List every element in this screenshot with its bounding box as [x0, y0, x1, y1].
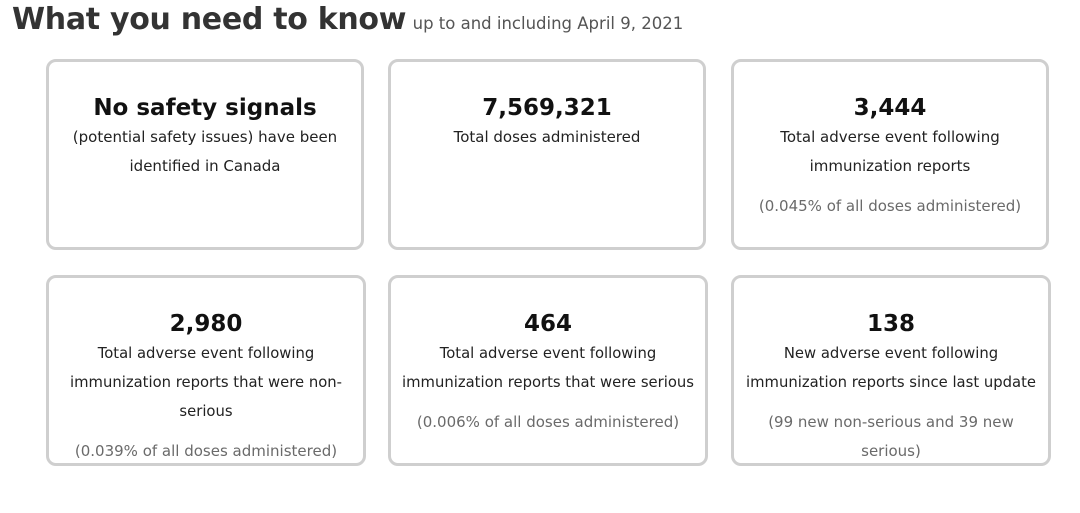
stat-card-non-serious-reports: 2,980 Total adverse event following immu… [46, 275, 366, 466]
stat-card-new-reports: 138 New adverse event following immuniza… [731, 275, 1051, 466]
stat-card-breakdown-note: (99 new non-serious and 39 new serious) [768, 413, 1014, 460]
stat-card-description: Total adverse event following immunizati… [780, 128, 1000, 175]
stat-card-value: 138 [866, 311, 915, 337]
stat-card-headline: No safety signals [93, 95, 317, 121]
stat-card-description: (potential safety issues) have been iden… [72, 128, 338, 175]
section-title: What you need to know [12, 2, 407, 37]
stat-card-value: 3,444 [853, 95, 927, 121]
stat-card-total-doses: 7,569,321 Total doses administered [388, 59, 706, 250]
stat-card-description: Total doses administered [453, 128, 641, 146]
stat-card-safety-signals: No safety signals (potential safety issu… [46, 59, 364, 250]
stat-card-description: Total adverse event following immunizati… [402, 345, 694, 391]
stat-card-description: Total adverse event following immunizati… [70, 345, 342, 420]
stat-card-serious-reports: 464 Total adverse event following immuni… [388, 275, 708, 466]
stat-card-value: 464 [523, 311, 572, 337]
section-date-range: up to and including April 9, 2021 [412, 14, 684, 33]
stat-card-percentage-note: (0.006% of all doses administered) [416, 413, 680, 431]
stat-card-description: New adverse event following immunization… [746, 345, 1036, 391]
stat-card-value: 2,980 [169, 311, 243, 337]
section-header: What you need to know up to and includin… [12, 2, 683, 37]
stat-card-total-reports: 3,444 Total adverse event following immu… [731, 59, 1049, 250]
stat-card-percentage-note: (0.045% of all doses administered) [758, 197, 1022, 215]
stat-card-value: 7,569,321 [482, 95, 612, 121]
stat-card-percentage-note: (0.039% of all doses administered) [74, 442, 338, 460]
